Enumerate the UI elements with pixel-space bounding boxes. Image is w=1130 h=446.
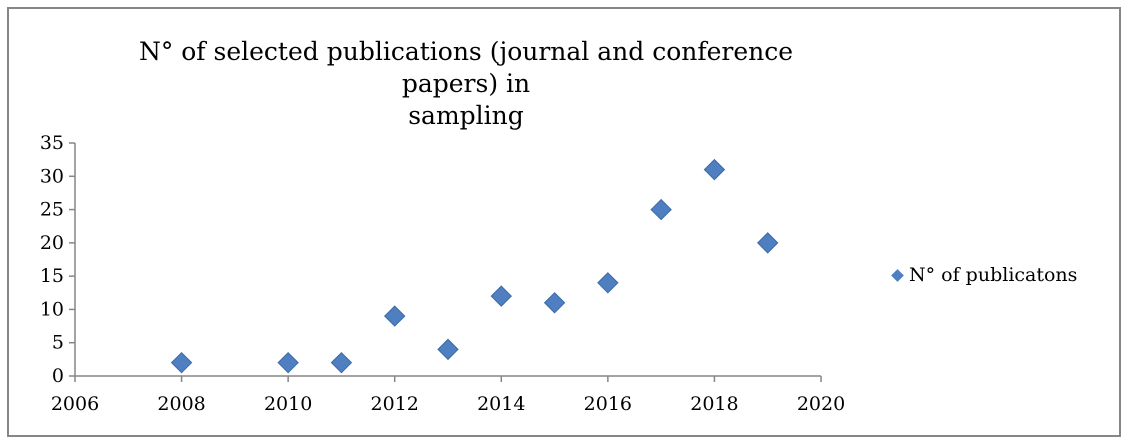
- chart-title-line-2: sampling: [408, 101, 524, 130]
- x-tick-label: 2012: [371, 393, 419, 415]
- x-tick-label: 2006: [51, 393, 99, 415]
- y-tick-label: 10: [40, 298, 64, 320]
- chart-title: N° of selected publications (journal and…: [100, 36, 832, 132]
- x-tick-label: 2020: [797, 393, 845, 415]
- y-tick-label: 30: [40, 165, 64, 187]
- y-tick-label: 35: [40, 132, 64, 154]
- x-tick-label: 2016: [584, 393, 632, 415]
- data-point: [277, 351, 299, 374]
- data-point: [543, 292, 566, 314]
- chart-frame: [7, 7, 1121, 437]
- y-tick-label: 20: [40, 232, 64, 254]
- y-tick-label: 25: [40, 199, 64, 221]
- chart-title-line-1: N° of selected publications (journal and…: [138, 37, 794, 98]
- legend-label: N° of publicatons: [909, 264, 1078, 286]
- y-tick-label: 15: [40, 265, 64, 287]
- data-point: [384, 305, 406, 327]
- data-point: [597, 272, 619, 294]
- data-point: [650, 198, 672, 221]
- data-point: [703, 158, 726, 181]
- y-tick-label: 5: [52, 332, 64, 354]
- legend-diamond-icon: [891, 268, 904, 282]
- data-point: [757, 232, 779, 254]
- x-tick-label: 2010: [264, 393, 312, 415]
- x-tick-label: 2018: [690, 393, 738, 415]
- x-tick-label: 2014: [477, 393, 525, 415]
- data-point: [170, 351, 193, 374]
- legend: N° of publicatons: [891, 264, 1078, 286]
- y-tick-label: 0: [52, 365, 64, 387]
- x-tick-label: 2008: [157, 393, 205, 415]
- data-point: [490, 285, 512, 307]
- data-point: [437, 338, 459, 361]
- data-point: [330, 351, 353, 374]
